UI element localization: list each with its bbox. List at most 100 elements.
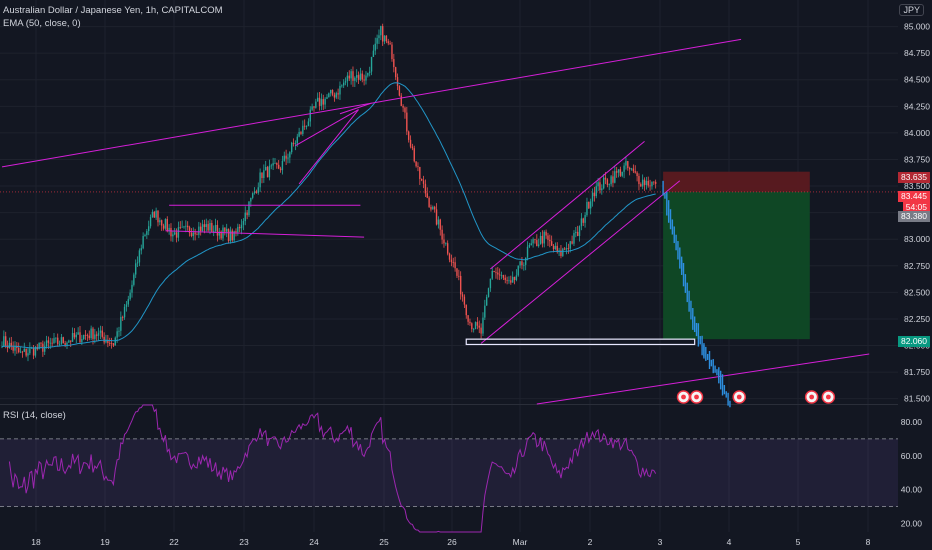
candle-body — [491, 270, 493, 279]
candle-body — [64, 343, 66, 345]
candle-body — [53, 338, 55, 344]
candle-body — [29, 348, 31, 354]
candle-body — [508, 280, 510, 282]
candle-body — [495, 271, 497, 273]
candle-body — [289, 152, 291, 158]
candle-body — [467, 315, 469, 322]
time-tick-label: 2 — [588, 537, 593, 547]
candle-body — [315, 101, 317, 108]
candle-body — [476, 322, 479, 326]
candle-body — [368, 71, 371, 73]
candle-body — [523, 264, 525, 266]
currency-badge[interactable]: JPY — [899, 4, 924, 16]
candle-body — [348, 75, 350, 79]
candle-body — [45, 340, 48, 347]
candle-body — [393, 59, 395, 68]
candle-body — [571, 241, 573, 244]
rsi-band — [0, 438, 898, 507]
trendline — [295, 109, 359, 147]
candle-body — [565, 247, 568, 250]
candle-body — [290, 142, 293, 153]
candle-body — [400, 95, 402, 106]
price-tick-label: 84.500 — [904, 75, 930, 85]
candle-body — [530, 243, 532, 246]
time-tick-label: 18 — [31, 537, 41, 547]
candle-body — [47, 340, 50, 343]
candle-body — [183, 226, 185, 228]
candle-body — [547, 235, 549, 240]
candle-body — [235, 231, 237, 233]
candle-body — [109, 342, 111, 344]
event-markers[interactable] — [676, 390, 836, 404]
candle-body — [337, 93, 339, 95]
candle-body — [355, 75, 358, 78]
candle-body — [86, 335, 89, 336]
candle-body — [638, 176, 640, 185]
event-marker-dot — [681, 394, 686, 400]
candle-body — [274, 163, 276, 164]
trendlines[interactable] — [1, 38, 870, 405]
candle-body — [23, 348, 25, 352]
candle-body — [552, 245, 555, 250]
candle-body — [380, 26, 382, 36]
time-axis[interactable]: 18 19 22 23 24 25 26 Mar 2 3 4 5 8 — [31, 537, 870, 547]
candle-body — [129, 292, 131, 300]
candle-body — [12, 346, 14, 351]
trendline — [536, 353, 870, 405]
candle-body — [459, 275, 462, 295]
position-tool[interactable] — [0, 171, 898, 340]
time-tick-label: 25 — [379, 537, 389, 547]
candle-body — [541, 235, 544, 244]
candle-body — [287, 157, 289, 159]
candle-body — [391, 44, 393, 60]
trendline — [165, 230, 365, 238]
current-price-tag: 83.445 — [898, 191, 930, 202]
candle-body — [181, 226, 183, 228]
candle-body — [560, 250, 562, 256]
rsi-pane — [0, 404, 898, 533]
ema-legend[interactable]: EMA (50, close, 0) — [3, 18, 81, 29]
candle-body — [81, 339, 83, 343]
candle-body — [131, 284, 133, 293]
candle-body — [586, 201, 588, 216]
candle-body — [346, 75, 349, 82]
candle-body — [31, 347, 33, 349]
candle-body — [272, 163, 274, 166]
candle-body — [211, 222, 213, 232]
bar-countdown-tag: 54:05 — [902, 202, 930, 213]
candle-body — [536, 240, 538, 247]
candle-body — [469, 321, 471, 324]
trendline — [490, 141, 645, 270]
candle-body — [162, 225, 165, 229]
candle-body — [107, 340, 109, 343]
candle-body — [58, 344, 61, 345]
symbol-title[interactable]: Australian Dollar / Japanese Yen, 1h, CA… — [3, 5, 223, 16]
candle-body — [149, 217, 152, 227]
candle-body — [413, 148, 415, 162]
trendline — [298, 109, 359, 185]
candle-body — [545, 231, 547, 236]
candle-body — [569, 241, 571, 249]
price-axis[interactable]: 85.000 84.750 84.500 84.250 84.000 83.750 83.5… — [901, 22, 931, 529]
candle-body — [381, 26, 384, 42]
time-tick-label: 26 — [447, 537, 457, 547]
candle-body — [168, 227, 170, 232]
rsi-legend[interactable]: RSI (14, close) — [3, 410, 66, 421]
candle-body — [539, 235, 542, 245]
candle-body — [324, 98, 326, 105]
candle-body — [187, 225, 189, 228]
candle-body — [599, 182, 601, 191]
candle-body — [277, 164, 280, 169]
price-tick-label: 81.500 — [904, 394, 930, 404]
candle-body — [77, 332, 79, 335]
candle-body — [151, 211, 154, 218]
candle-body — [474, 322, 477, 330]
candle-body — [576, 231, 579, 236]
candle-body — [487, 288, 490, 298]
candle-body — [601, 188, 603, 191]
candle-body — [179, 227, 181, 229]
candle-body — [19, 351, 22, 353]
candle-body — [175, 232, 178, 238]
candle-body — [357, 75, 360, 80]
